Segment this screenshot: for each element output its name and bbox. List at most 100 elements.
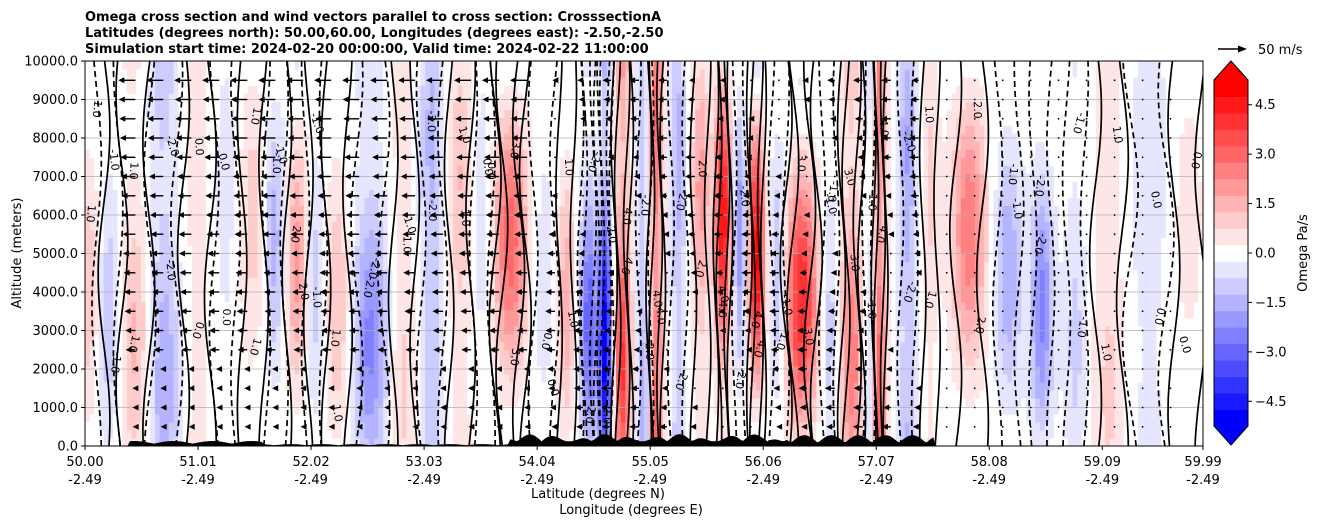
omega-cell — [299, 413, 305, 423]
omega-cell — [429, 85, 435, 94]
omega-cell — [532, 285, 538, 295]
omega-cell — [457, 373, 463, 383]
omega-cell — [462, 149, 468, 158]
omega-cell — [364, 77, 370, 86]
omega-cell — [369, 261, 375, 271]
omega-cell — [164, 229, 170, 239]
omega-cell — [187, 261, 193, 271]
omega-cell — [532, 277, 538, 287]
omega-cell — [89, 333, 95, 343]
omega-cell — [126, 365, 133, 375]
omega-cell — [555, 301, 561, 311]
omega-cell — [555, 381, 561, 391]
omega-cell — [508, 61, 515, 70]
omega-cell — [383, 269, 389, 279]
omega-cell — [126, 173, 133, 182]
omega-cell — [299, 389, 305, 399]
omega-cell — [327, 413, 333, 423]
omega-cell — [178, 277, 184, 287]
omega-cell — [355, 309, 361, 319]
omega-cell — [555, 189, 561, 198]
omega-cell — [322, 125, 328, 134]
omega-cell — [508, 293, 515, 303]
omega-cell — [145, 389, 151, 399]
omega-cell — [490, 61, 496, 70]
omega-cell — [299, 85, 305, 94]
omega-cell — [457, 261, 463, 271]
omega-cell — [275, 69, 282, 78]
omega-cell — [122, 389, 128, 399]
omega-cell — [299, 181, 305, 190]
omega-cell — [317, 157, 324, 166]
omega-cell — [108, 389, 114, 399]
omega-cell — [206, 421, 212, 431]
omega-cell — [117, 277, 123, 287]
omega-cell — [466, 397, 473, 407]
omega-cell — [224, 229, 231, 239]
omega-cell — [439, 389, 445, 399]
omega-cell — [439, 261, 445, 271]
omega-cell — [262, 405, 268, 415]
omega-cell — [317, 341, 324, 351]
omega-cell — [499, 245, 505, 255]
omega-cell — [466, 389, 473, 399]
omega-cell — [275, 261, 282, 271]
omega-cell — [196, 157, 203, 166]
omega-cell — [355, 437, 361, 446]
omega-cell — [471, 173, 477, 182]
omega-cell — [289, 181, 296, 190]
omega-cell — [145, 125, 151, 134]
omega-cell — [85, 293, 91, 303]
omega-cell — [220, 61, 226, 70]
omega-cell — [252, 341, 258, 351]
omega-cell — [364, 109, 370, 118]
omega-cell — [108, 261, 114, 271]
omega-cell — [252, 109, 258, 118]
omega-cell — [187, 285, 193, 295]
omega-cell — [406, 117, 412, 126]
omega-cell — [355, 165, 361, 174]
omega-cell — [462, 237, 468, 247]
omega-cell — [159, 157, 165, 166]
omega-cell — [504, 341, 510, 351]
omega-cell — [480, 421, 487, 431]
omega-cell — [429, 333, 435, 343]
omega-cell — [546, 205, 552, 214]
omega-cell — [341, 381, 347, 391]
omega-cell — [485, 333, 491, 343]
omega-cell — [220, 125, 226, 134]
omega-cell — [243, 77, 249, 86]
omega-cell — [345, 157, 352, 166]
omega-cell — [187, 341, 193, 351]
omega-cell — [108, 173, 114, 182]
omega-cell — [415, 125, 421, 134]
omega-cell — [485, 149, 491, 158]
omega-cell — [369, 381, 375, 391]
omega-cell — [103, 141, 109, 150]
omega-cell — [206, 285, 212, 295]
omega-cell — [192, 85, 198, 94]
omega-cell — [373, 277, 380, 287]
omega-cell — [425, 357, 431, 367]
omega-cell — [527, 245, 533, 255]
omega-cell — [350, 253, 356, 263]
omega-cell — [140, 93, 147, 102]
omega-cell — [369, 101, 375, 110]
omega-cell — [275, 181, 282, 190]
omega-cell — [560, 365, 566, 375]
omega-cell — [182, 197, 189, 206]
omega-cell — [122, 365, 128, 375]
omega-cell — [136, 269, 142, 279]
omega-cell — [541, 397, 547, 407]
omega-cell — [331, 237, 338, 247]
omega-cell — [117, 213, 123, 223]
omega-cell — [126, 189, 133, 198]
omega-cell — [220, 269, 226, 279]
omega-cell — [317, 165, 324, 174]
omega-cell — [536, 277, 543, 287]
omega-cell — [122, 333, 128, 343]
omega-cell — [513, 309, 519, 319]
omega-cell — [182, 93, 189, 102]
omega-cell — [313, 261, 319, 271]
omega-cell — [355, 157, 361, 166]
